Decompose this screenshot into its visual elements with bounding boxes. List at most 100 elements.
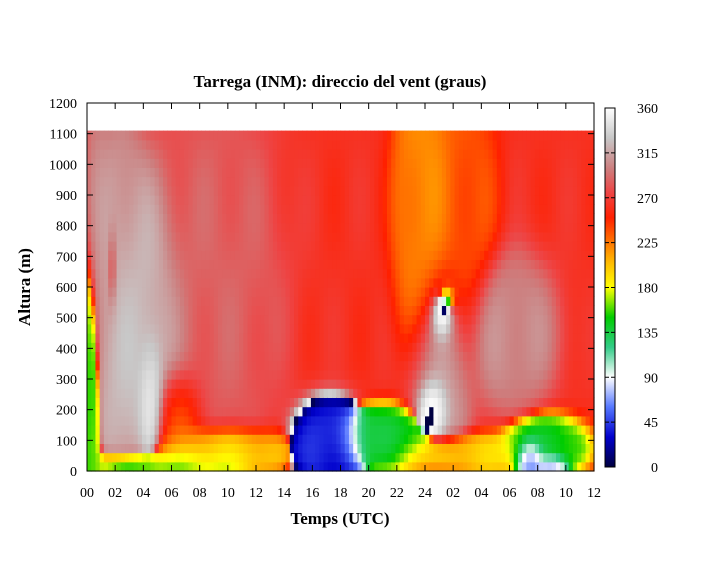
heatmap-cell bbox=[505, 425, 511, 435]
heatmap-cell bbox=[365, 176, 371, 187]
heatmap-cell bbox=[298, 176, 304, 187]
heatmap-cell bbox=[150, 461, 156, 472]
heatmap-cell bbox=[137, 461, 143, 472]
heatmap-cell bbox=[572, 388, 578, 398]
heatmap-cell bbox=[551, 158, 557, 168]
heatmap-cell bbox=[230, 369, 236, 380]
heatmap-cell bbox=[99, 397, 105, 408]
heatmap-cell bbox=[230, 434, 236, 444]
heatmap-cell bbox=[247, 167, 253, 178]
heatmap-cell bbox=[171, 434, 177, 444]
heatmap-cell bbox=[420, 241, 426, 251]
heatmap-cell bbox=[568, 323, 574, 334]
heatmap-cell bbox=[357, 241, 363, 251]
heatmap-cell bbox=[222, 213, 228, 224]
heatmap-cell bbox=[467, 296, 473, 306]
heatmap-cell bbox=[572, 360, 578, 371]
heatmap-cell bbox=[344, 434, 350, 444]
heatmap-cell bbox=[251, 379, 257, 389]
heatmap-cell bbox=[158, 452, 164, 463]
heatmap-cell bbox=[560, 415, 566, 426]
heatmap-cell bbox=[416, 369, 422, 380]
heatmap-cell bbox=[256, 314, 261, 325]
heatmap-cell bbox=[133, 222, 139, 233]
heatmap-cell bbox=[188, 176, 194, 187]
heatmap-cell bbox=[344, 185, 350, 196]
heatmap-cell bbox=[298, 287, 304, 297]
heatmap-cell bbox=[332, 314, 337, 325]
heatmap-cell bbox=[441, 452, 447, 463]
heatmap-cell bbox=[437, 231, 443, 242]
heatmap-cell bbox=[302, 425, 308, 435]
heatmap-cell bbox=[551, 268, 557, 279]
heatmap-cell bbox=[294, 149, 299, 159]
heatmap-cell bbox=[501, 130, 506, 141]
heatmap-cell bbox=[555, 314, 561, 325]
heatmap-cell bbox=[517, 425, 523, 435]
heatmap-cell bbox=[555, 323, 561, 334]
heatmap-cell bbox=[277, 443, 282, 454]
heatmap-cell bbox=[408, 452, 413, 463]
heatmap-cell bbox=[87, 268, 92, 279]
heatmap-cell bbox=[213, 287, 219, 297]
heatmap-cell bbox=[251, 296, 257, 306]
heatmap-cell bbox=[277, 461, 282, 472]
heatmap-cell bbox=[539, 333, 544, 343]
heatmap-cell bbox=[112, 259, 118, 270]
heatmap-cell bbox=[560, 369, 566, 380]
heatmap-cell bbox=[146, 158, 151, 168]
heatmap-cell bbox=[344, 259, 350, 270]
heatmap-cell bbox=[475, 314, 481, 325]
heatmap-cell bbox=[517, 415, 523, 426]
heatmap-cell bbox=[501, 452, 506, 463]
heatmap-cell bbox=[513, 406, 519, 417]
heatmap-cell bbox=[441, 388, 447, 398]
heatmap-cell bbox=[99, 167, 105, 178]
heatmap-cell bbox=[247, 397, 253, 408]
heatmap-cell bbox=[196, 452, 202, 463]
heatmap-cell bbox=[323, 296, 329, 306]
heatmap-cell bbox=[488, 415, 494, 426]
heatmap-cell bbox=[332, 351, 337, 362]
heatmap-cell bbox=[146, 185, 151, 196]
heatmap-cell bbox=[446, 333, 451, 343]
heatmap-cell bbox=[433, 241, 439, 251]
heatmap-cell bbox=[243, 250, 249, 260]
heatmap-cell bbox=[340, 434, 346, 444]
heatmap-cell bbox=[391, 277, 397, 288]
heatmap-cell bbox=[306, 241, 312, 251]
heatmap-cell bbox=[272, 369, 278, 380]
heatmap-cell bbox=[484, 287, 489, 297]
heatmap-cell bbox=[167, 415, 173, 426]
heatmap-cell bbox=[450, 195, 456, 205]
heatmap-cell bbox=[344, 379, 350, 389]
heatmap-cell bbox=[403, 296, 409, 306]
heatmap-cell bbox=[141, 388, 147, 398]
heatmap-cell bbox=[272, 360, 278, 371]
heatmap-cell bbox=[348, 323, 354, 334]
heatmap-cell bbox=[357, 369, 363, 380]
heatmap-cell bbox=[260, 185, 266, 196]
heatmap-cell bbox=[509, 415, 515, 426]
heatmap-cell bbox=[175, 213, 181, 224]
heatmap-cell bbox=[378, 259, 384, 270]
heatmap-cell bbox=[492, 443, 498, 454]
heatmap-cell bbox=[188, 287, 194, 297]
heatmap-cell bbox=[450, 388, 456, 398]
heatmap-cell bbox=[188, 397, 194, 408]
heatmap-cell bbox=[577, 452, 582, 463]
heatmap-cell bbox=[564, 250, 570, 260]
heatmap-cell bbox=[399, 305, 405, 316]
heatmap-cell bbox=[285, 425, 291, 435]
heatmap-cell bbox=[239, 287, 244, 297]
heatmap-cell bbox=[425, 415, 430, 426]
heatmap-cell bbox=[281, 305, 287, 316]
heatmap-cell bbox=[95, 323, 101, 334]
heatmap-cell bbox=[196, 222, 202, 233]
heatmap-cell bbox=[492, 176, 498, 187]
heatmap-cell bbox=[95, 314, 101, 325]
heatmap-cell bbox=[416, 167, 422, 178]
heatmap-cell bbox=[230, 231, 236, 242]
heatmap-cell bbox=[585, 425, 591, 435]
heatmap-cell bbox=[543, 333, 549, 343]
